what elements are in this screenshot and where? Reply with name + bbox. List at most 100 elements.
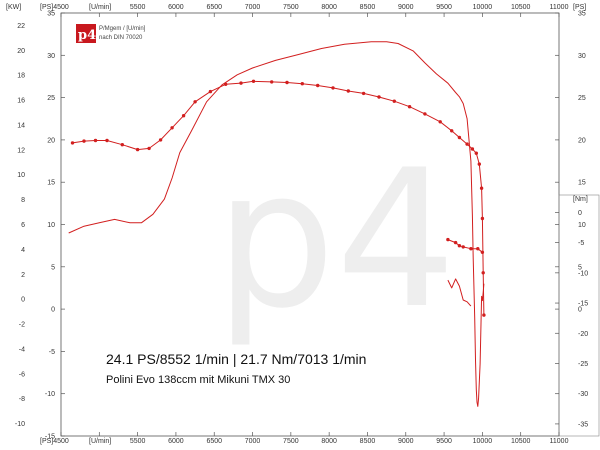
ps-tick-label-left: -15 <box>45 434 55 441</box>
x-tick-label-top: 4500 <box>53 4 69 11</box>
x-tick-label-top: 6500 <box>206 4 222 11</box>
nm-axis-panel <box>558 194 600 437</box>
ps-tick-label-right: 30 <box>578 53 586 60</box>
ps-unit-top: [PS] <box>40 4 53 11</box>
ps-unit-right-top: [PS] <box>573 4 586 11</box>
series-2-point <box>158 138 163 142</box>
x-tick-label-bottom: 10000 <box>473 438 493 445</box>
series-2-point <box>470 147 475 151</box>
x-tick-label-top: 8000 <box>321 4 337 11</box>
x-tick-label-bottom: 4500 <box>53 438 69 445</box>
series-2-point <box>147 146 151 151</box>
nm-tick-label: -10 <box>578 270 588 277</box>
series-2-point <box>481 271 485 275</box>
x-tick-label-top: 7000 <box>245 4 261 11</box>
chart-title: 24.1 PS/8552 1/min | 21.7 Nm/7013 1/min <box>106 351 366 367</box>
ps-tick-label-left: 15 <box>47 180 55 187</box>
series-2-point <box>450 129 454 133</box>
series-3-point <box>476 247 480 251</box>
series-3-point <box>469 247 473 251</box>
x-tick-label-bottom: 7500 <box>283 438 299 445</box>
series-2-point <box>193 100 197 104</box>
x-tick-label-bottom: 8000 <box>321 438 337 445</box>
kw-tick-label: 20 <box>17 48 25 55</box>
series-group <box>68 41 486 407</box>
x-tick-label-top: 10500 <box>511 4 531 11</box>
kw-unit-top: [KW] <box>6 4 21 11</box>
series-2-point <box>70 141 75 145</box>
kw-tick-label: -6 <box>19 371 25 378</box>
x-tick-label-top: 5500 <box>130 4 146 11</box>
x-axis: 4500 4500 5500 5500 6000 6000 6500 6500 7000 7000… <box>53 4 568 445</box>
nm-tick-label: -20 <box>578 331 588 338</box>
x-tick-label-bottom: 5500 <box>130 438 146 445</box>
x-tick-label-bottom: 8500 <box>360 438 376 445</box>
kw-tick-label: 2 <box>21 272 25 279</box>
kw-tick-label: -10 <box>15 421 25 428</box>
ps-tick-label-left: 0 <box>51 307 55 314</box>
series-2-point <box>407 105 412 109</box>
kw-tick-label: 12 <box>17 147 25 154</box>
kw-tick-label: 14 <box>17 122 25 129</box>
x-tick-label-bottom: 11000 <box>550 438 569 445</box>
nm-axis: 0 -5 -10 -15 -20 -25 -30 -35 <box>555 210 588 428</box>
kw-tick-label: 8 <box>21 197 25 204</box>
ps-unit-left-bottom: [PS] <box>40 438 53 445</box>
series-2-point <box>392 99 396 103</box>
ps-tick-label-left: 25 <box>47 95 55 102</box>
x-tick-label-bottom: 6500 <box>206 438 222 445</box>
series-2-point <box>120 143 125 147</box>
series-3-point <box>480 250 485 254</box>
series-2-point <box>465 142 469 146</box>
series-2-point <box>474 151 478 155</box>
nm-tick-label: -35 <box>578 421 588 428</box>
ps-axis: 35 35 30 30 25 25 20 20 15 15 10 10 5 5 0 0 -5 -10 -15 <box>45 11 586 441</box>
series-2-point <box>457 135 462 140</box>
x-tick-label-top: 7500 <box>283 4 299 11</box>
series-2-point <box>93 138 98 143</box>
ps-tick-label-right: 10 <box>578 222 586 229</box>
watermark: p4 <box>215 129 457 350</box>
x-tick-label-top: 9500 <box>436 4 452 11</box>
series-2-point <box>361 91 366 96</box>
ps-tick-label-left: 35 <box>47 11 55 18</box>
kw-tick-label: 6 <box>21 222 25 229</box>
chart-subtitle: Polini Evo 138ccm mit Mikuni TMX 30 <box>106 374 290 386</box>
ps-tick-label-right: 20 <box>578 137 586 144</box>
series-line-4 <box>447 278 472 307</box>
x-tick-label-top: 10000 <box>473 4 493 11</box>
x-tick-label-bottom: 9500 <box>436 438 452 445</box>
nm-tick-label: 0 <box>578 210 582 217</box>
kw-tick-label: 22 <box>17 23 25 30</box>
ps-tick-label-right: 0 <box>578 307 582 314</box>
series-2-point <box>482 313 486 317</box>
series-2-point <box>438 120 442 124</box>
series-2-point <box>479 186 484 190</box>
kw-tick-label: 10 <box>17 172 25 179</box>
x-tick-label-top: 8500 <box>360 4 376 11</box>
kw-tick-label: 4 <box>21 247 25 254</box>
nm-tick-label: -30 <box>578 391 588 398</box>
kw-tick-label: 18 <box>17 73 25 80</box>
x-unit-bottom: [U/min] <box>89 438 111 445</box>
series-2-point <box>135 147 140 152</box>
series-2-point <box>224 82 228 87</box>
series-2-point <box>480 216 485 221</box>
ps-tick-label-right: 5 <box>578 264 582 271</box>
ps-tick-label-left: 10 <box>47 222 55 229</box>
series-2-point <box>285 80 289 85</box>
series-2-point <box>423 112 427 116</box>
series-2-point <box>300 82 304 86</box>
kw-tick-label: 16 <box>17 98 25 105</box>
series-line-1 <box>68 41 485 407</box>
series-2-point <box>170 126 174 130</box>
series-2-point <box>208 89 213 94</box>
series-2-point <box>181 114 186 118</box>
kw-tick-label: -4 <box>19 346 25 353</box>
ps-tick-label-left: 5 <box>51 264 55 271</box>
ps-tick-label-left: -5 <box>49 349 55 356</box>
ps-tick-label-left: -10 <box>45 391 55 398</box>
series-3-point <box>461 245 465 249</box>
